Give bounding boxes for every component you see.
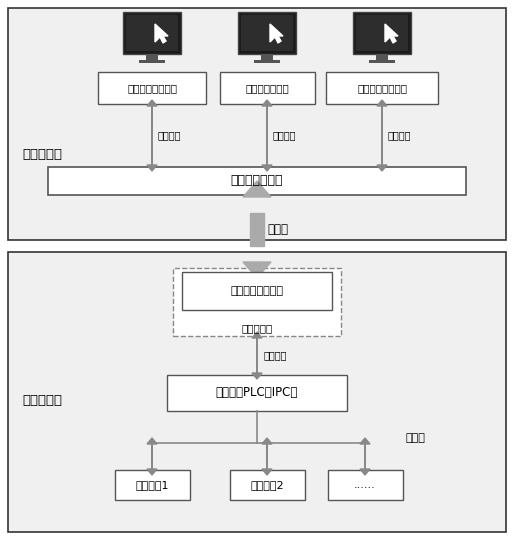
Bar (369, 60, 395, 63)
Bar (356, 15, 408, 51)
Bar (238, 12, 296, 54)
Bar (229, 470, 304, 500)
Text: 数据库组态软件: 数据库组态软件 (245, 83, 289, 93)
Bar (115, 470, 190, 500)
Bar (381, 106, 383, 165)
Text: 人机界面组态软件: 人机界面组态软件 (357, 83, 407, 93)
Bar (48, 167, 466, 195)
Bar (182, 272, 332, 310)
Bar (151, 106, 153, 165)
Bar (364, 444, 366, 469)
Bar (266, 444, 268, 469)
Text: 现场设切2: 现场设切2 (250, 480, 284, 490)
Text: 控制策略组态软件: 控制策略组态软件 (127, 83, 177, 93)
Polygon shape (262, 100, 272, 106)
Text: 远程操作站: 远程操作站 (22, 149, 62, 162)
Polygon shape (147, 100, 157, 106)
Bar (256, 338, 258, 373)
Polygon shape (360, 469, 370, 475)
Bar (326, 72, 438, 104)
Text: ......: ...... (354, 480, 376, 490)
Polygon shape (360, 438, 370, 444)
Bar (126, 15, 178, 51)
Text: 现场控制站: 现场控制站 (22, 393, 62, 406)
Bar (98, 72, 206, 104)
Text: 本地服务器: 本地服务器 (242, 323, 272, 333)
Polygon shape (147, 438, 157, 444)
Text: 数据共享: 数据共享 (264, 350, 287, 361)
Polygon shape (262, 165, 272, 171)
Polygon shape (252, 332, 262, 338)
Text: 控制站（PLC、IPC）: 控制站（PLC、IPC） (216, 386, 298, 399)
Polygon shape (262, 469, 272, 475)
Bar (123, 12, 181, 54)
Text: 数据共享: 数据共享 (158, 130, 181, 141)
Polygon shape (262, 438, 272, 444)
Bar (139, 60, 165, 63)
Bar (353, 12, 411, 54)
Bar (327, 470, 402, 500)
Text: 服务器端通信软件: 服务器端通信软件 (230, 286, 284, 296)
Polygon shape (147, 165, 157, 171)
Bar (241, 15, 293, 51)
Bar (146, 54, 158, 60)
Polygon shape (385, 24, 398, 43)
Text: 数据共享: 数据共享 (273, 130, 297, 141)
Polygon shape (147, 469, 157, 475)
Text: 数据共享: 数据共享 (388, 130, 412, 141)
Bar (167, 375, 347, 411)
Bar (266, 106, 268, 165)
Polygon shape (377, 100, 387, 106)
Text: 互联网: 互联网 (267, 223, 288, 236)
Bar (173, 268, 341, 336)
Polygon shape (155, 24, 168, 43)
Bar (219, 72, 315, 104)
Text: 现场设切1: 现场设切1 (135, 480, 169, 490)
Polygon shape (252, 373, 262, 379)
Polygon shape (243, 181, 271, 197)
Bar (261, 54, 273, 60)
Bar (8, 8, 506, 240)
Bar (250, 213, 264, 246)
Bar (254, 60, 280, 63)
Bar (376, 54, 388, 60)
Bar (151, 444, 153, 469)
Polygon shape (270, 24, 283, 43)
Polygon shape (243, 262, 271, 278)
Bar (8, 252, 506, 532)
Polygon shape (377, 165, 387, 171)
Text: 局域网: 局域网 (405, 433, 425, 443)
Text: 客户端通信软件: 客户端通信软件 (231, 175, 283, 188)
